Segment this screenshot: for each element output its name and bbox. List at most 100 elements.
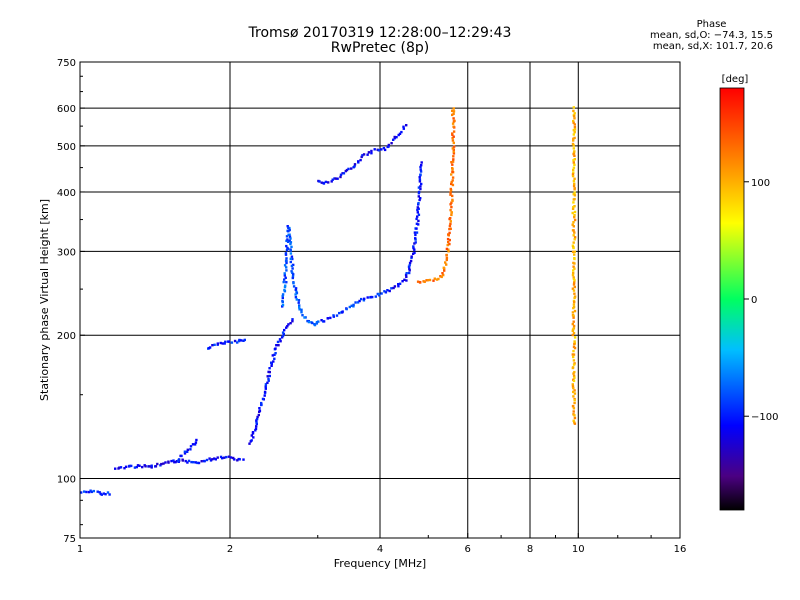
echo-point (447, 250, 450, 253)
echo-point (388, 289, 391, 293)
echo-point (573, 216, 576, 219)
echo-point (233, 458, 236, 461)
echo-point (221, 457, 224, 460)
echo-point (223, 456, 226, 459)
echo-point (571, 273, 575, 277)
echo-point (452, 145, 456, 148)
echo-point (133, 466, 137, 469)
echo-point (572, 355, 575, 359)
echo-point (380, 148, 383, 151)
echo-point (284, 284, 287, 287)
echo-point (450, 161, 453, 164)
echo-point (420, 164, 423, 167)
echo-point (573, 422, 577, 425)
echo-point (286, 238, 289, 241)
echo-point (335, 314, 339, 317)
echo-point (573, 285, 576, 289)
y-tick-label: 75 (63, 534, 76, 545)
echo-point (345, 168, 349, 172)
echo-point (307, 320, 311, 324)
echo-point (233, 339, 237, 343)
echo-point (572, 372, 575, 375)
echo-point (238, 458, 241, 461)
echo-point (572, 139, 575, 142)
echo-point (324, 180, 328, 184)
echo-point (240, 339, 243, 342)
echo-point (177, 458, 181, 461)
echo-point (437, 277, 440, 281)
echo-point (572, 106, 575, 109)
echo-point (339, 175, 342, 179)
echo-point (572, 320, 575, 323)
echo-point (571, 322, 574, 326)
echo-point (572, 314, 575, 318)
echo-point (238, 338, 241, 342)
echo-point (408, 269, 411, 272)
echo-point (315, 322, 318, 325)
phase-stats: Phase mean, sd,O: −74.3, 15.5 mean, sd,X… (650, 19, 773, 52)
echo-point (108, 493, 111, 496)
echo-point (286, 246, 289, 250)
echo-point (250, 439, 253, 442)
echo-point (87, 490, 91, 494)
echo-point (572, 201, 575, 204)
echo-point (447, 248, 450, 251)
echo-point (414, 237, 417, 240)
echo-point (449, 220, 452, 223)
echo-point (572, 128, 575, 132)
echo-point (341, 310, 344, 313)
y-tick-label: 200 (57, 331, 76, 342)
echo-point (270, 361, 273, 364)
echo-point (451, 113, 454, 117)
echo-point (416, 215, 419, 218)
echo-point (573, 214, 576, 217)
echo-point (322, 182, 326, 185)
echo-point (184, 459, 187, 463)
echo-point (573, 281, 576, 284)
echo-point (283, 272, 286, 275)
echo-point (281, 303, 285, 307)
echo-point (289, 241, 293, 244)
echo-point (452, 135, 455, 138)
echo-point (419, 165, 422, 169)
echo-point (573, 112, 576, 115)
echo-point (331, 178, 334, 181)
chart-title: Tromsø 20170319 12:28:00–12:29:43 (248, 25, 512, 41)
echo-point (350, 304, 353, 307)
echo-point (383, 148, 387, 152)
echo-point (144, 465, 147, 468)
echo-point (274, 347, 277, 350)
echo-point (367, 151, 371, 154)
echo-point (214, 458, 217, 461)
echo-point (572, 289, 576, 292)
echo-point (227, 455, 231, 458)
echo-point (572, 303, 576, 306)
echo-point (370, 152, 373, 155)
echo-point (408, 261, 412, 265)
echo-point (196, 461, 199, 465)
echo-point (573, 267, 576, 270)
echo-point (266, 381, 269, 384)
echo-point (451, 139, 455, 142)
echo-point (277, 344, 280, 347)
echo-point (415, 222, 419, 225)
echo-point (183, 452, 187, 455)
echo-point (572, 168, 575, 172)
echo-point (425, 279, 428, 282)
echo-point (572, 121, 575, 124)
echo-point (276, 340, 280, 344)
echo-point (298, 304, 301, 307)
echo-point (448, 224, 452, 228)
echo-point (264, 385, 267, 388)
echo-point (317, 320, 320, 323)
echo-point (268, 374, 271, 378)
echo-point (216, 456, 219, 459)
echo-point (261, 397, 265, 401)
echo-point (283, 328, 286, 332)
echo-point (573, 253, 576, 256)
echo-point (573, 250, 576, 253)
echo-point (150, 466, 153, 469)
echo-point (252, 436, 255, 439)
echo-point (445, 247, 449, 251)
echo-point (123, 467, 126, 470)
